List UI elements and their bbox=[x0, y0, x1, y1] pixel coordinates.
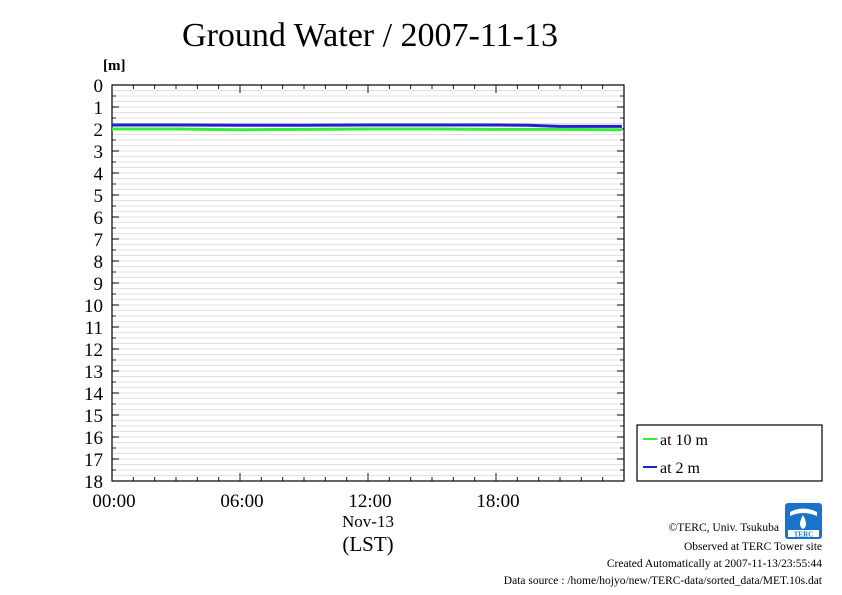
y-tick-label: 13 bbox=[84, 362, 103, 383]
y-tick-label: 16 bbox=[84, 428, 103, 449]
data-source-text: Data source : /home/hojyo/new/TERC-data/… bbox=[504, 575, 823, 587]
y-tick-label: 5 bbox=[94, 186, 104, 207]
data-series bbox=[112, 123, 622, 132]
terc-logo-text: TERC bbox=[794, 531, 813, 539]
y-tick-label: 17 bbox=[84, 450, 103, 471]
y-tick-label: 7 bbox=[94, 230, 104, 251]
x-tick-label: 00:00 bbox=[92, 491, 135, 512]
y-tick-label: 12 bbox=[84, 340, 103, 361]
grid-lines bbox=[112, 84, 624, 482]
y-tick-label: 0 bbox=[94, 76, 104, 97]
terc-logo: TERC bbox=[785, 503, 822, 539]
y-axis-unit: [m] bbox=[103, 58, 126, 74]
terc-logo-wave bbox=[790, 508, 817, 516]
chart-title: Ground Water / 2007-11-13 bbox=[182, 17, 558, 54]
x-tick-label: 06:00 bbox=[220, 491, 263, 512]
observed-site-text: Observed at TERC Tower site bbox=[684, 541, 822, 553]
x-axis-ticks: 00:00 06:00 12:00 18:00 bbox=[92, 85, 604, 512]
y-tick-label: 9 bbox=[94, 274, 104, 295]
y-tick-label: 11 bbox=[85, 318, 103, 339]
x-axis-date-label: Nov-13 bbox=[342, 512, 394, 531]
x-tick-label: 18:00 bbox=[476, 491, 519, 512]
plot-frame bbox=[111, 84, 625, 482]
y-tick-label: 15 bbox=[84, 406, 103, 427]
y-tick-label: 4 bbox=[94, 164, 104, 185]
created-timestamp-text: Created Automatically at 2007-11-13/23:5… bbox=[607, 558, 822, 570]
terc-logo-band bbox=[788, 530, 819, 537]
copyright-text: ©TERC, Univ. Tsukuba bbox=[669, 522, 779, 534]
y-tick-label: 10 bbox=[84, 296, 103, 317]
legend-label-10m: at 10 m bbox=[660, 432, 709, 449]
y-tick-label: 8 bbox=[94, 252, 104, 273]
legend-label-2m: at 2 m bbox=[660, 460, 701, 477]
y-tick-label: 3 bbox=[94, 142, 104, 163]
terc-logo-drop bbox=[800, 515, 806, 529]
y-tick-label: 14 bbox=[84, 384, 104, 405]
x-tick-label: 12:00 bbox=[348, 491, 391, 512]
legend-box bbox=[636, 424, 823, 482]
x-axis-timezone-label: (LST) bbox=[342, 532, 393, 556]
series-line-at-10-m bbox=[112, 127, 622, 132]
y-tick-label: 6 bbox=[94, 208, 104, 229]
y-tick-label: 18 bbox=[84, 472, 103, 493]
series-line-at-2-m bbox=[112, 123, 622, 128]
legend: at 10 m at 2 m bbox=[636, 424, 823, 482]
y-tick-label: 2 bbox=[94, 120, 104, 141]
y-tick-label: 1 bbox=[94, 98, 104, 119]
